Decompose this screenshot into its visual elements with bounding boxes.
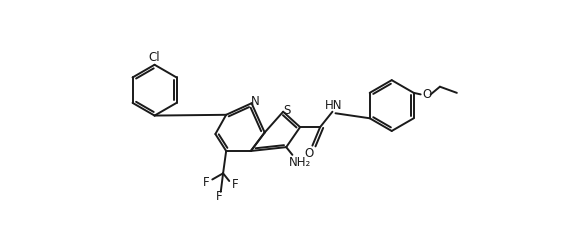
Text: N: N	[251, 95, 260, 108]
Text: F: F	[203, 176, 209, 189]
Text: HN: HN	[324, 99, 342, 112]
Text: F: F	[216, 190, 222, 203]
Text: Cl: Cl	[149, 51, 160, 64]
Text: S: S	[284, 104, 291, 117]
Text: NH₂: NH₂	[289, 156, 311, 169]
Text: O: O	[305, 147, 314, 160]
Text: O: O	[422, 88, 431, 101]
Text: F: F	[232, 178, 239, 191]
